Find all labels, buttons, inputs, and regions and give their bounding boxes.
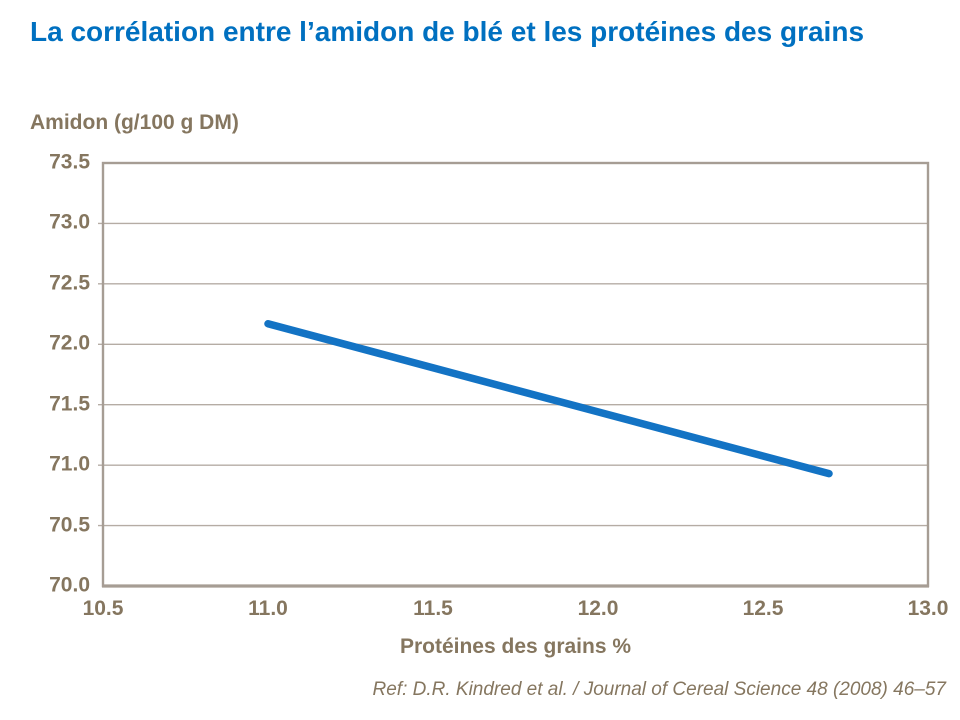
y-tick-label: 71.5 [49, 392, 90, 416]
chart-canvas [98, 161, 930, 588]
x-tick-label: 11.5 [413, 597, 453, 620]
y-tick-label: 73.0 [49, 210, 90, 234]
y-axis-title: Amidon (g/100 g DM) [30, 111, 239, 134]
plot-area: Protéines des grains % 70.0 70.5 71.0 71.5 7… [49, 151, 948, 658]
y-tick-label: 72.0 [49, 331, 90, 355]
y-tick-label: 70.5 [49, 513, 90, 537]
x-axis-title: Protéines des grains % [399, 635, 632, 658]
reference-citation: Ref: D.R. Kindred et al. / Journal of Ce… [372, 679, 947, 700]
y-tick-label: 70.0 [49, 573, 90, 597]
y-tick-label: 71.0 [49, 452, 90, 476]
chart-title: La corrélation entre l’amidon de blé et … [30, 16, 865, 47]
x-tick-label: 12.0 [577, 597, 619, 620]
x-tick-label: 11.0 [248, 597, 288, 620]
x-tick-label: 13.0 [907, 597, 949, 620]
x-tick-label: 10.5 [82, 597, 124, 620]
regression-line [264, 319, 833, 478]
x-tick-label: 12.5 [742, 597, 784, 620]
plot-border [101, 161, 930, 588]
y-tick-label: 72.5 [49, 271, 90, 295]
y-tick-label: 73.5 [49, 150, 90, 174]
